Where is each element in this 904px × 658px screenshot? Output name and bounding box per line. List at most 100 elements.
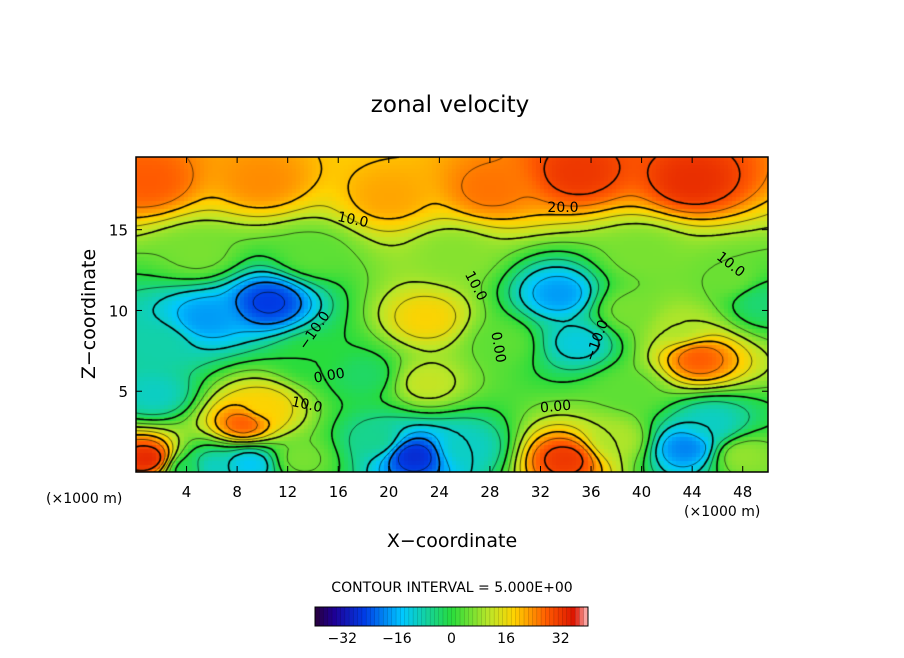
contour-label: 0.00 [539,398,571,417]
colorbar-cells [315,607,589,626]
colorbar-cell [511,607,516,626]
contour-label: 0.00 [313,365,346,386]
colorbar-cell [541,607,546,626]
colorbar-cell [430,607,435,626]
colorbar-cell [315,607,320,626]
contour-label: 0.00 [487,331,508,364]
x-tick-label: 12 [278,483,297,501]
y-tick-label: 15 [109,222,128,240]
colorbar-cell [455,607,461,626]
x-tick-label: 20 [379,483,398,501]
colorbar-tick-label: 32 [552,631,570,647]
plot-area: 20.010.010.010.010.0−10.0 −10.00.000.000.… [135,156,769,473]
colorbar-cell [400,607,405,626]
colorbar-cell [396,607,401,626]
contour-label: 20.0 [547,200,578,216]
colorbar-cell [391,607,397,626]
colorbar-cell [562,607,568,626]
colorbar-cell [387,607,393,626]
colorbar-cell [417,607,423,626]
colorbar-cell [408,607,414,626]
colorbar-tick-label: 0 [447,631,456,647]
colorbar-cell [549,607,555,626]
colorbar-cell [566,607,572,626]
colorbar-cell [498,607,504,626]
x-tick-label: 32 [531,483,550,501]
x-tick-label: 24 [430,483,449,501]
x-axis-ticks: 4 8 12 16 20 24 28 32 36 40 44 48 [182,157,752,501]
colorbar-cell [361,607,367,626]
colorbar-cell [524,607,529,626]
colorbar-cell [575,607,580,626]
x-tick-label: 44 [683,483,702,501]
colorbar-cell [357,607,363,626]
colorbar-cell [528,607,533,626]
colorbar-cell [404,607,410,626]
colorbar-cell [477,607,482,626]
colorbar-cell [502,607,508,626]
heatmap-field [136,157,768,472]
colorbar-cell [460,607,465,626]
x-tick-label: 16 [329,483,348,501]
contour-interval-text: CONTOUR INTERVAL = 5.000E+00 [331,580,572,596]
contour-label: 10.0 [336,209,370,231]
colorbar-cell [332,607,337,626]
colorbar-cell [570,607,576,626]
contour-label: 10.0 [290,394,324,416]
colorbar-cell [353,607,359,626]
y-axis-ticks: 5 10 15 [109,222,768,401]
y-axis-label: Z−coordinate [78,249,100,379]
y-tick-label: 10 [109,302,128,320]
colorbar-cell [319,607,324,626]
colorbar-cell [438,607,444,626]
x-tick-label: 36 [581,483,600,501]
colorbar-cell [447,607,452,626]
colorbar-cell [506,607,512,626]
x-unit-right: (×1000 m) [684,504,760,520]
colorbar-cell [327,607,333,626]
colorbar-ticks: −32 −16 0 16 32 [328,631,570,647]
colorbar-tick-label: 16 [497,631,515,647]
x-axis-label: X−coordinate [387,530,517,552]
colorbar-cell [340,607,346,626]
colorbar-cell [344,607,350,626]
colorbar-cell [434,607,440,626]
colorbar-cell [413,607,418,626]
colorbar-cell [519,607,525,626]
colorbar-cell [464,607,469,626]
colorbar: −32 −16 0 16 32 [314,606,589,647]
colorbar-cell [425,607,431,626]
x-tick-label: 8 [232,483,242,501]
colorbar-frame [314,606,589,627]
colorbar-cell [442,607,448,626]
colorbar-cell [553,607,559,626]
colorbar-cell [349,607,354,626]
colorbar-tick-label: −32 [328,631,358,647]
y-tick-label: 5 [118,383,128,401]
plot-frame [135,156,769,473]
colorbar-cell [366,607,371,626]
colorbar-cell [583,607,589,626]
colorbar-cell [515,607,521,626]
chart-title: zonal velocity [371,92,529,118]
x-tick-label: 28 [480,483,499,501]
colorbar-cell [336,607,341,626]
colorbar-cell [494,607,499,626]
colorbar-cell [472,607,478,626]
colorbar-cell [421,607,427,626]
colorbar-cell [374,607,380,626]
colorbar-cell [485,607,491,626]
x-tick-label: 48 [733,483,752,501]
colorbar-cell [370,607,376,626]
colorbar-cell [481,607,487,626]
colorbar-cell [489,607,495,626]
colorbar-cell [468,607,474,626]
x-tick-label: 40 [632,483,651,501]
colorbar-tick-label: −16 [382,631,412,647]
colorbar-cell [451,607,457,626]
x-tick-label: 4 [182,483,192,501]
colorbar-cell [378,607,384,626]
colorbar-cell [383,607,388,626]
